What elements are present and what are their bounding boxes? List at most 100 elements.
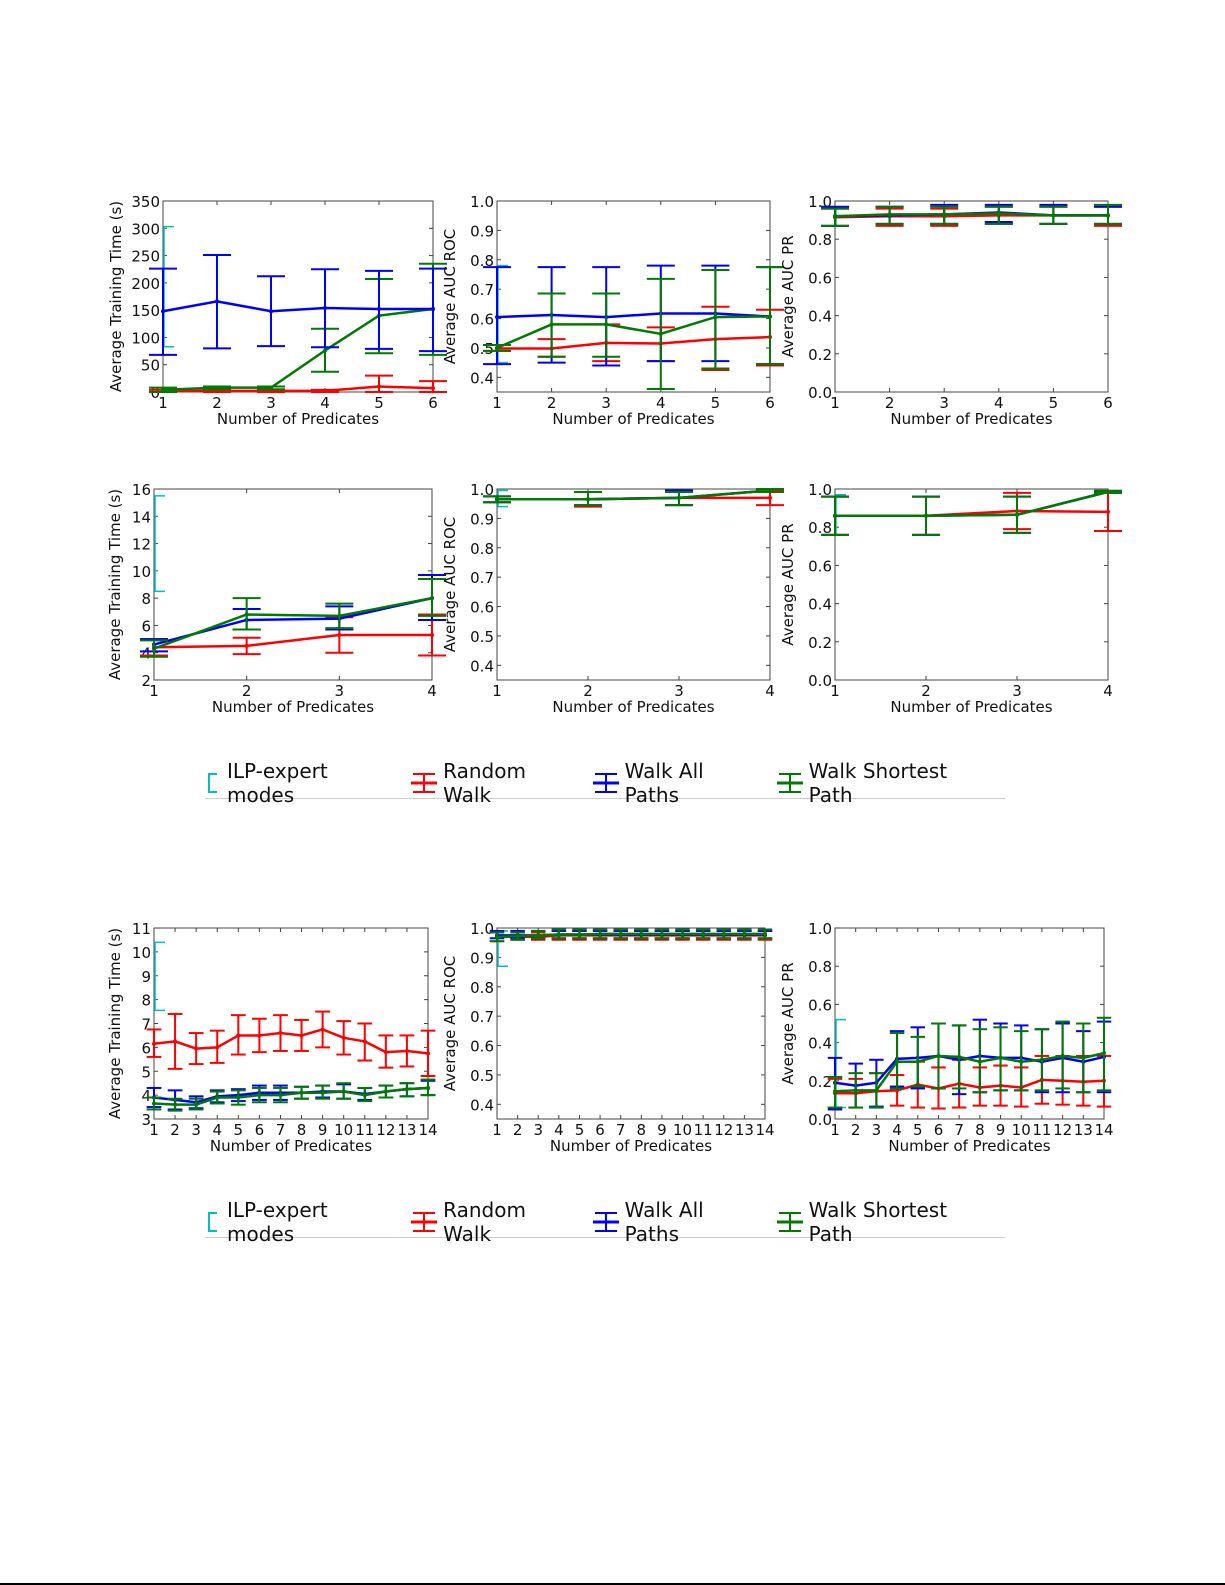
- y-axis-label: Average AUC PR: [779, 523, 797, 645]
- series-line: [835, 490, 1109, 517]
- data-point: [278, 1031, 283, 1036]
- series-line: [496, 315, 771, 350]
- data-point: [269, 385, 273, 390]
- y-tick-label: 6: [141, 617, 151, 635]
- y-tick-label: 14: [132, 508, 151, 526]
- x-tick-label: 11: [694, 1121, 713, 1139]
- data-point: [383, 1089, 388, 1094]
- data-point: [659, 931, 664, 936]
- x-tick-label: 2: [921, 682, 931, 700]
- data-point: [924, 513, 928, 518]
- series-all: [149, 254, 447, 356]
- x-tick-label: 5: [1049, 394, 1059, 412]
- y-tick-label: 9: [141, 968, 151, 986]
- x-tick-label: 8: [975, 1121, 985, 1139]
- data-point: [320, 1090, 325, 1095]
- y-tick-label: 0.6: [808, 269, 832, 287]
- y-tick-label: 0.6: [470, 1038, 494, 1056]
- series-line: [497, 489, 771, 501]
- x-tick-label: 7: [276, 1121, 286, 1139]
- y-tick-label: 4: [141, 645, 151, 663]
- x-tick-label: 1: [149, 682, 159, 700]
- x-tick-label: 5: [711, 394, 721, 412]
- y-tick-label: 8: [141, 992, 151, 1010]
- x-axis-label: Number of Predicates: [890, 410, 1052, 428]
- y-tick-label: 11: [132, 920, 151, 938]
- y-tick-label: 0.5: [470, 340, 494, 358]
- y-tick-label: 0.7: [470, 281, 494, 299]
- legend-item-shortest: Walk Shortest Path: [776, 759, 977, 807]
- y-axis-label: Average AUC PR: [779, 962, 797, 1084]
- y-tick-label: 0.9: [470, 949, 494, 967]
- x-tick-label: 4: [1103, 682, 1113, 700]
- data-point: [853, 1088, 858, 1093]
- data-point: [577, 932, 582, 937]
- data-point: [173, 1102, 178, 1107]
- x-tick-label: 6: [255, 1121, 265, 1139]
- errorbar-icon: [411, 772, 438, 794]
- plot-frame: [496, 927, 766, 1120]
- data-point: [1102, 1051, 1106, 1056]
- x-axis-label: Number of Predicates: [552, 410, 714, 428]
- page-bottom-rule: [0, 1583, 1225, 1585]
- series-line: [163, 385, 434, 393]
- y-tick-label: 100: [131, 329, 160, 347]
- data-point: [430, 596, 434, 601]
- y-axis-label: Average Training Time (s): [106, 928, 124, 1119]
- y-tick-label: 250: [131, 248, 160, 266]
- y-tick-label: 12: [132, 536, 151, 554]
- data-point: [604, 322, 609, 327]
- data-point: [701, 931, 706, 936]
- data-point: [936, 1053, 941, 1058]
- data-point: [299, 1033, 304, 1038]
- x-tick-label: 2: [851, 1121, 861, 1139]
- data-point: [426, 1051, 430, 1056]
- y-tick-label: 0.9: [470, 510, 494, 528]
- x-tick-label: 12: [1053, 1121, 1072, 1139]
- y-tick-label: 8: [141, 590, 151, 608]
- y-tick-label: 0.0: [808, 384, 832, 402]
- x-tick-label: 3: [939, 394, 949, 412]
- data-point: [194, 1046, 199, 1051]
- plot-frame: [153, 488, 433, 681]
- y-tick-label: 0.8: [470, 252, 494, 270]
- y-tick-label: 0.5: [470, 1067, 494, 1085]
- errorbar-icon: [411, 1211, 438, 1233]
- x-tick-label: 8: [637, 1121, 647, 1139]
- series-shortest: [821, 489, 1122, 536]
- data-point: [244, 643, 249, 648]
- data-point: [244, 612, 249, 617]
- legend-label: Walk Shortest Path: [808, 759, 948, 807]
- plot-frame: [834, 488, 1109, 681]
- data-point: [680, 931, 685, 936]
- y-tick-label: 16: [132, 481, 151, 499]
- series-line: [496, 312, 771, 319]
- ilp-expert-modes-errorbar: [154, 941, 165, 1012]
- data-point: [549, 322, 554, 327]
- data-point: [977, 1059, 982, 1064]
- data-point: [658, 331, 663, 336]
- y-tick-label: 0.7: [470, 1008, 494, 1026]
- data-point: [323, 305, 327, 310]
- y-tick-label: 10: [132, 944, 151, 962]
- data-point: [161, 387, 165, 392]
- series-line: [153, 1086, 429, 1106]
- data-point: [998, 1055, 1003, 1060]
- data-point: [768, 314, 772, 319]
- data-point: [269, 309, 273, 314]
- y-tick-label: 0.4: [808, 596, 832, 614]
- data-point: [257, 1093, 262, 1098]
- legend-label: Random Walk: [443, 1198, 526, 1246]
- data-point: [536, 933, 541, 938]
- x-tick-label: 10: [334, 1121, 353, 1139]
- y-tick-label: 0.4: [808, 308, 832, 326]
- data-point: [1039, 1057, 1044, 1062]
- series-random: [146, 1010, 436, 1078]
- x-tick-label: 3: [533, 1121, 543, 1139]
- data-point: [194, 1102, 199, 1107]
- x-tick-label: 1: [492, 394, 502, 412]
- x-tick-label: 13: [1074, 1121, 1093, 1139]
- data-point: [337, 613, 342, 618]
